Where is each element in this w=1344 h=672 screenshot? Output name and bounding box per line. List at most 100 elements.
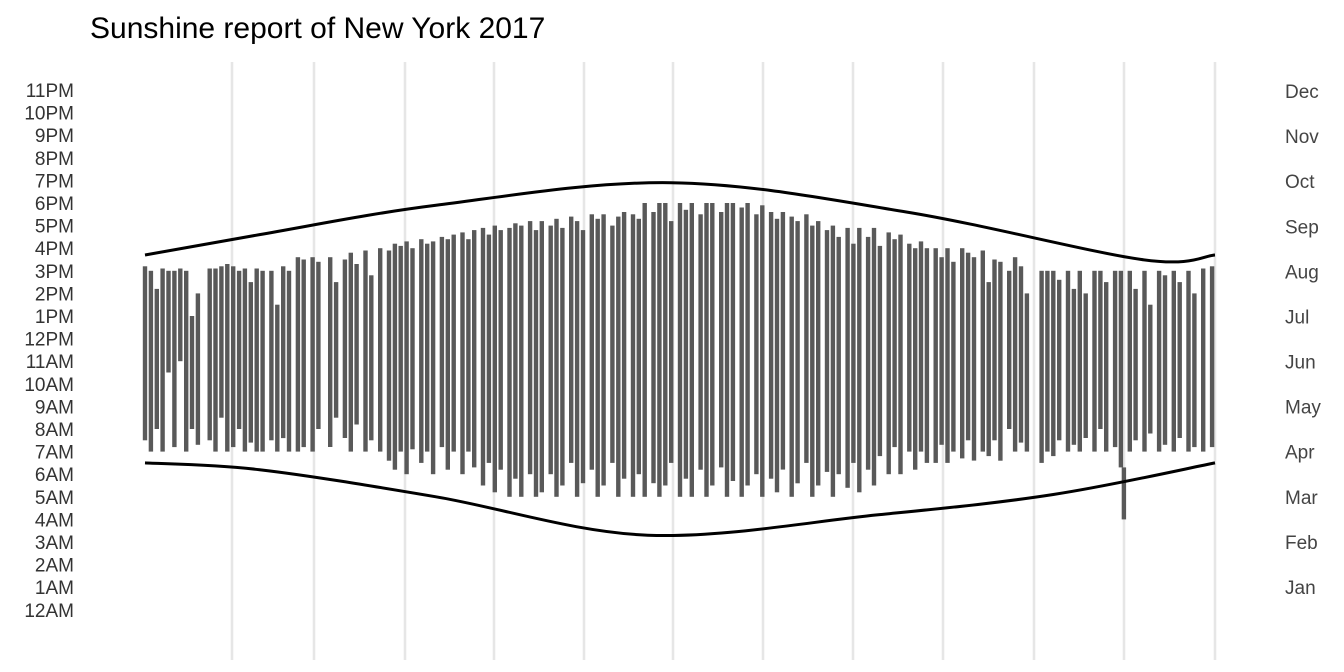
y-tick-label: 12AM — [24, 601, 74, 622]
sunshine-bar — [419, 239, 424, 463]
sunshine-bar — [824, 230, 830, 472]
sunshine-bar — [569, 216, 574, 463]
sunshine-bar — [1007, 270, 1012, 429]
sunshine-bar — [986, 282, 991, 457]
sunrise-curve — [144, 461, 1216, 538]
daylight-curves — [144, 181, 1216, 538]
sunshine-bar — [774, 218, 780, 493]
sunshine-bar — [498, 230, 503, 470]
sunshine-bar — [342, 259, 348, 438]
sunshine-bar — [1162, 275, 1168, 445]
sunshine-bar — [219, 266, 224, 418]
y-tick-label: 6PM — [35, 194, 74, 215]
sunshine-bar — [1121, 467, 1127, 520]
sunshine-bar — [236, 270, 242, 429]
sunshine-bar — [886, 232, 891, 475]
sunshine-bar — [1057, 279, 1062, 441]
sunshine-bar — [724, 203, 730, 497]
sunshine-bar — [451, 234, 456, 452]
sunshine-bar — [951, 261, 956, 452]
sunshine-bar — [1148, 304, 1153, 434]
sunshine-bar — [651, 212, 656, 484]
sunshine-bar — [865, 236, 871, 470]
sunshine-bar — [1177, 282, 1182, 438]
y-tick-label: 11PM — [26, 81, 74, 102]
sunshine-bar — [1133, 288, 1138, 441]
sunshine-bar — [1024, 293, 1030, 452]
sunshine-bar — [789, 216, 794, 497]
sunshine-bar — [574, 221, 580, 497]
sunshine-bar — [1104, 282, 1109, 452]
sunshine-bar — [286, 270, 292, 452]
sunshine-bar — [1112, 270, 1118, 448]
month-label: Jul — [1285, 307, 1309, 328]
sunshine-bar — [492, 225, 497, 493]
sunshine-bar — [677, 203, 683, 497]
y-tick-label: 5AM — [35, 488, 74, 509]
sunshine-bar — [1171, 270, 1176, 452]
sunset-curve — [144, 181, 1216, 264]
sunshine-bar — [804, 214, 809, 463]
sunshine-bar — [1156, 270, 1162, 452]
sunshine-bar — [466, 239, 471, 452]
sunshine-bar — [689, 203, 694, 497]
sunshine-bar — [965, 252, 971, 441]
sunshine-bar — [971, 257, 977, 461]
sunshine-bar — [148, 270, 154, 452]
sunshine-bar — [845, 227, 850, 488]
sunshine-bar — [213, 268, 218, 452]
month-label: Sep — [1285, 217, 1319, 238]
sunshine-bar — [998, 261, 1003, 461]
sunshine-bar — [892, 239, 897, 448]
sunshine-bar — [810, 225, 815, 497]
sunshine-bar — [439, 236, 445, 448]
sunshine-bar — [275, 304, 280, 452]
y-tick-label: 11AM — [26, 352, 74, 373]
sunshine-bar — [636, 218, 641, 475]
y-tick-label: 8PM — [35, 149, 74, 170]
sunshine-bar — [207, 268, 212, 441]
sunshine-bar — [621, 212, 627, 479]
sunshine-bar — [580, 230, 586, 484]
sunshine-bar — [378, 248, 383, 452]
month-label: May — [1285, 398, 1321, 419]
month-label: Oct — [1285, 172, 1315, 193]
sunshine-bar — [404, 241, 409, 475]
sunshine-bar — [333, 282, 339, 418]
sunshine-bar — [780, 212, 786, 470]
sunshine-bar — [486, 234, 492, 463]
y-tick-label: 12PM — [24, 330, 74, 351]
sunshine-bar — [398, 245, 403, 452]
sunshine-bar — [328, 257, 333, 447]
sunshine-bar — [539, 221, 544, 493]
month-label: Nov — [1285, 127, 1319, 148]
sunshine-bar — [472, 230, 477, 468]
sunshine-bar — [1018, 266, 1024, 443]
month-label: Jan — [1285, 578, 1316, 599]
y-tick-label: 2AM — [35, 556, 74, 577]
sunshine-bar — [698, 214, 703, 470]
y-tick-label: 1PM — [35, 307, 74, 328]
sunshine-bar — [507, 227, 512, 497]
sunshine-bar — [683, 209, 689, 479]
sunshine-bar — [877, 245, 883, 457]
sunshine-bar — [816, 221, 821, 486]
sunshine-bar — [913, 248, 918, 470]
sunshine-bar — [425, 243, 430, 452]
sunshine-bar — [386, 250, 392, 461]
sunshine-bar — [184, 270, 189, 452]
sunshine-bars — [142, 203, 1215, 520]
sunshine-bar — [595, 218, 600, 497]
y-tick-label: 8AM — [35, 420, 74, 441]
sunshine-bar — [254, 268, 259, 452]
sunshine-bar — [354, 264, 359, 425]
sunshine-bar — [663, 203, 668, 486]
sunshine-bar — [480, 227, 486, 486]
chart-title: Sunshine report of New York 2017 — [90, 12, 545, 45]
sunshine-bar — [172, 270, 177, 448]
y-tick-label: 2PM — [35, 284, 74, 305]
sunshine-bar — [980, 250, 985, 452]
sunshine-bar — [1142, 270, 1147, 452]
sunshine-bar — [754, 214, 759, 475]
